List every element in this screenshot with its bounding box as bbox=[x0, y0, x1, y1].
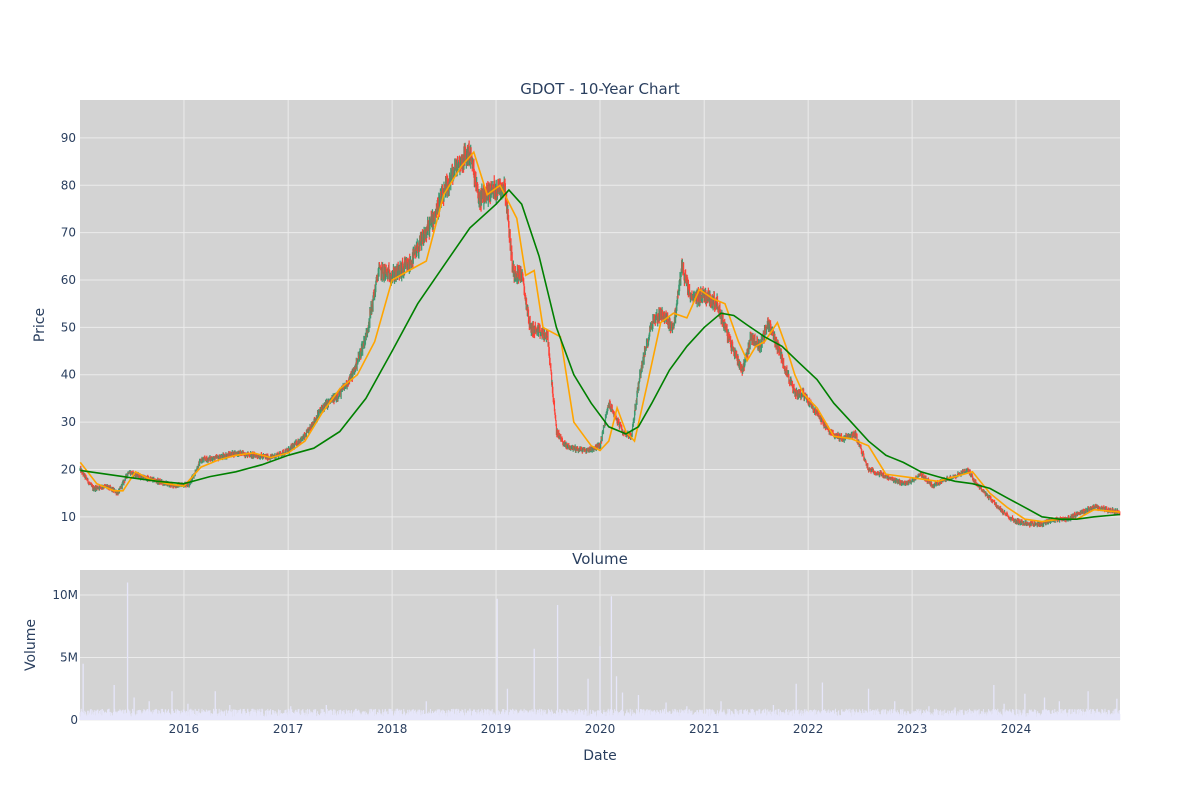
price-gridlines bbox=[80, 100, 1120, 550]
ma-short-line bbox=[79, 150, 1121, 523]
price-candles bbox=[79, 140, 1121, 528]
volume-bars bbox=[79, 582, 1121, 720]
ma-long-line bbox=[80, 188, 1121, 521]
moving-average-lines bbox=[79, 150, 1121, 523]
